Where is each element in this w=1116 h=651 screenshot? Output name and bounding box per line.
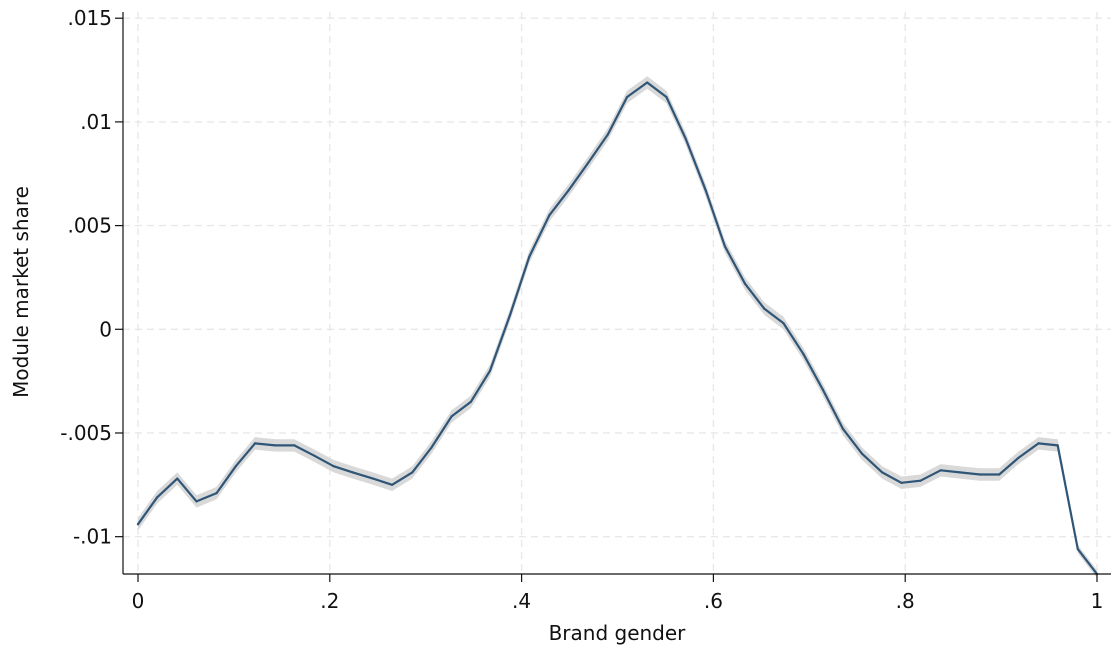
confidence-band (138, 76, 1097, 579)
y-tick-label: .015 (67, 6, 112, 30)
data-point (293, 444, 296, 447)
x-tick-label: 0 (132, 589, 145, 613)
data-point (841, 427, 845, 430)
data-point (958, 471, 962, 474)
data-point (488, 369, 492, 372)
series-line (136, 81, 1099, 576)
data-point (606, 133, 610, 136)
x-axis-label: Brand gender (549, 621, 687, 645)
data-point (684, 137, 687, 140)
data-point (978, 473, 982, 476)
x-tick-label: .8 (896, 589, 915, 613)
data-point (939, 469, 942, 472)
data-point (528, 255, 531, 258)
data-point (919, 479, 922, 482)
data-point (1056, 444, 1059, 447)
data-point (704, 189, 707, 192)
x-tick-label: 1 (1091, 589, 1104, 613)
x-tick-label: .2 (320, 589, 339, 613)
y-axis-label: Module market share (9, 186, 33, 398)
data-point (469, 400, 472, 403)
data-point (646, 81, 649, 84)
data-point (215, 492, 218, 495)
data-point (900, 481, 903, 484)
y-tick-label: -.005 (60, 421, 112, 445)
data-point (195, 500, 198, 503)
data-point (253, 442, 257, 445)
y-tick-label: 0 (99, 317, 112, 341)
data-point (763, 307, 766, 310)
data-point (156, 496, 159, 499)
data-point (821, 388, 824, 391)
data-point (802, 353, 805, 356)
data-point (391, 483, 394, 486)
data-point (234, 465, 237, 468)
data-point (509, 313, 512, 316)
axes (122, 12, 1111, 575)
data-point (881, 471, 884, 474)
x-tick-label: .6 (704, 589, 723, 613)
data-point (1017, 456, 1020, 459)
data-point (586, 162, 589, 165)
data-point (411, 471, 414, 474)
y-tick-label: .005 (67, 214, 112, 238)
data-point (626, 95, 629, 99)
data-point (998, 473, 1001, 476)
data-point (743, 282, 747, 285)
data-point (136, 523, 140, 526)
series-line-layer (136, 81, 1099, 576)
ticks: 0 .2 .4 .6 .8 1 -.01 -.005 0 .005 .01 .015 (60, 6, 1103, 613)
data-point (860, 452, 864, 455)
data-point (351, 471, 354, 474)
data-point (274, 444, 277, 447)
data-point (782, 322, 785, 325)
data-point (1076, 548, 1079, 551)
data-point (567, 189, 570, 192)
x-tick-label: .4 (512, 589, 531, 613)
data-point (548, 214, 551, 217)
data-point (665, 95, 668, 99)
data-point (332, 465, 335, 468)
y-tick-label: .01 (80, 110, 112, 134)
data-point (1037, 442, 1040, 445)
data-point (430, 446, 433, 449)
data-point (450, 415, 453, 418)
y-tick-label: -.01 (73, 525, 112, 549)
data-point (723, 245, 727, 248)
data-point (313, 454, 316, 457)
confidence-band-layer (138, 76, 1097, 579)
data-point (371, 477, 375, 480)
data-point (176, 477, 179, 480)
